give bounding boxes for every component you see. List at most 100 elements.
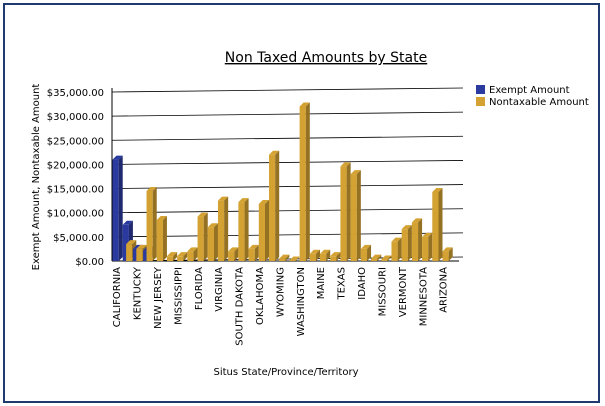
bar-nontaxable	[371, 254, 382, 261]
grid-line	[111, 208, 464, 214]
bar-nontaxable	[350, 170, 361, 261]
bar-nontaxable	[309, 249, 321, 261]
bar-nontaxable-top	[228, 247, 239, 252]
bar-nontaxable-side	[183, 252, 188, 261]
x-tick-label: NEW JERSEY	[153, 266, 164, 329]
bar-nontaxable-front	[340, 166, 347, 261]
bar-nontaxable	[330, 252, 341, 261]
y-tick-label: $25,000.00	[47, 136, 104, 147]
x-tick-labels: CALIFORNIA KENTUCKY NEW JERSEY MISSISSIPPI F…	[112, 266, 450, 346]
bar-nontaxable-side	[193, 247, 198, 261]
bar-nontaxable-front	[371, 258, 378, 261]
bar-nontaxable-top	[340, 162, 351, 167]
bar-nontaxable-front	[177, 256, 184, 261]
bar-nontaxable	[146, 186, 157, 261]
bar-nontaxable	[258, 200, 269, 261]
x-tick-label: MISSOURI	[377, 267, 388, 316]
bar-nontaxable	[156, 215, 167, 261]
bar-nontaxable	[360, 244, 372, 261]
bar-nontaxable	[442, 247, 453, 261]
bar-nontaxable-side	[162, 215, 167, 261]
y-axis-label: Exempt Amount, Nontaxable Amount	[31, 84, 42, 271]
legend-label: Nontaxable Amount	[489, 97, 589, 108]
bar-nontaxable-front	[299, 106, 306, 261]
bar-nontaxable-top	[422, 232, 433, 237]
grid-line	[111, 135, 464, 141]
x-tick-label: WASHINGTON	[296, 267, 307, 336]
bar-nontaxable-top	[197, 212, 208, 217]
bar-nontaxable-side	[254, 244, 259, 261]
bar-nontaxable	[381, 255, 392, 261]
bar-nontaxable-side	[275, 150, 280, 261]
x-tick-label: VIRGINIA	[214, 267, 225, 312]
bar-nontaxable-top	[350, 170, 361, 175]
bar-nontaxable-side	[428, 232, 433, 261]
bar-nontaxable-front	[401, 229, 408, 261]
x-tick-label: KENTUCKY	[133, 266, 144, 320]
bar-nontaxable-top	[146, 186, 157, 191]
x-tick-label: MINNESOTA	[418, 267, 429, 326]
bar-exempt-front	[112, 159, 119, 261]
bar-exempt-front	[143, 250, 150, 261]
bar-nontaxable-top	[258, 200, 269, 205]
x-tick-label: SOUTH DAKOTA	[235, 267, 246, 346]
legend-swatch	[476, 85, 485, 94]
bar-nontaxable-side	[173, 252, 178, 261]
bar-exempt	[112, 155, 123, 261]
bar-nontaxable-top	[320, 249, 331, 254]
bar-nontaxable-front	[442, 251, 449, 261]
bar-nontaxable	[248, 244, 259, 261]
bar-nontaxable	[187, 247, 198, 261]
x-tick-label: MAINE	[316, 267, 327, 299]
bar-nontaxable-front	[309, 253, 317, 261]
bar-nontaxable-side	[377, 254, 382, 261]
bar-nontaxable-side	[346, 162, 351, 261]
bar-nontaxable-side	[356, 170, 361, 261]
x-tick-label: ARIZONA	[439, 267, 450, 313]
bar-nontaxable-top	[299, 102, 310, 107]
bar-nontaxable-top	[156, 215, 167, 220]
bar-nontaxable	[217, 196, 229, 261]
bar-nontaxable-side	[316, 249, 321, 261]
bar-nontaxable-top	[360, 244, 372, 249]
bar-nontaxable-front	[228, 251, 235, 261]
bar-nontaxable-top	[268, 150, 280, 155]
bar-nontaxable	[391, 237, 402, 261]
x-tick-label: OKLAHOMA	[255, 267, 266, 325]
bar-nontaxable	[177, 252, 188, 261]
bar-nontaxable-front	[258, 204, 265, 261]
y-tick-label: $30,000.00	[47, 112, 104, 123]
bar-nontaxable-side	[387, 255, 392, 261]
bar-nontaxable-side	[295, 256, 300, 261]
y-tick-label: $5,000.00	[53, 233, 104, 244]
bar-nontaxable-top	[309, 249, 321, 254]
y-tick-label: $0.00	[75, 257, 104, 268]
bar-nontaxable-top	[391, 237, 402, 242]
bar-nontaxable-top	[381, 255, 392, 260]
bar-nontaxable-top	[136, 244, 147, 249]
x-tick-label: TEXAS	[337, 267, 348, 300]
bar-nontaxable	[279, 254, 290, 261]
bar-nontaxable-side	[244, 198, 249, 261]
bar-nontaxable-top	[207, 223, 218, 228]
bar-nontaxable	[238, 198, 249, 261]
x-tick-label: VERMONT	[398, 266, 409, 317]
bar-nontaxable	[166, 252, 178, 261]
y-tick-label: $20,000.00	[47, 160, 104, 171]
y-tick-label: $10,000.00	[47, 209, 104, 220]
bar-nontaxable-top	[401, 225, 412, 230]
bar-exempt-front	[132, 248, 140, 261]
bar-nontaxable	[207, 223, 218, 261]
bar-nontaxable-top	[187, 247, 198, 252]
bar-nontaxable-top	[126, 240, 137, 245]
bar-nontaxable-top	[442, 247, 453, 252]
bar-nontaxable-top	[330, 252, 341, 257]
bar-nontaxable-front	[391, 241, 398, 261]
bar-nontaxable-front	[279, 258, 286, 261]
bar-nontaxable-front	[411, 222, 419, 261]
legend-label: Exempt Amount	[489, 85, 570, 96]
bar-nontaxable-front	[248, 248, 255, 261]
bar-nontaxable-front	[136, 248, 143, 261]
bar-nontaxable	[422, 232, 433, 261]
